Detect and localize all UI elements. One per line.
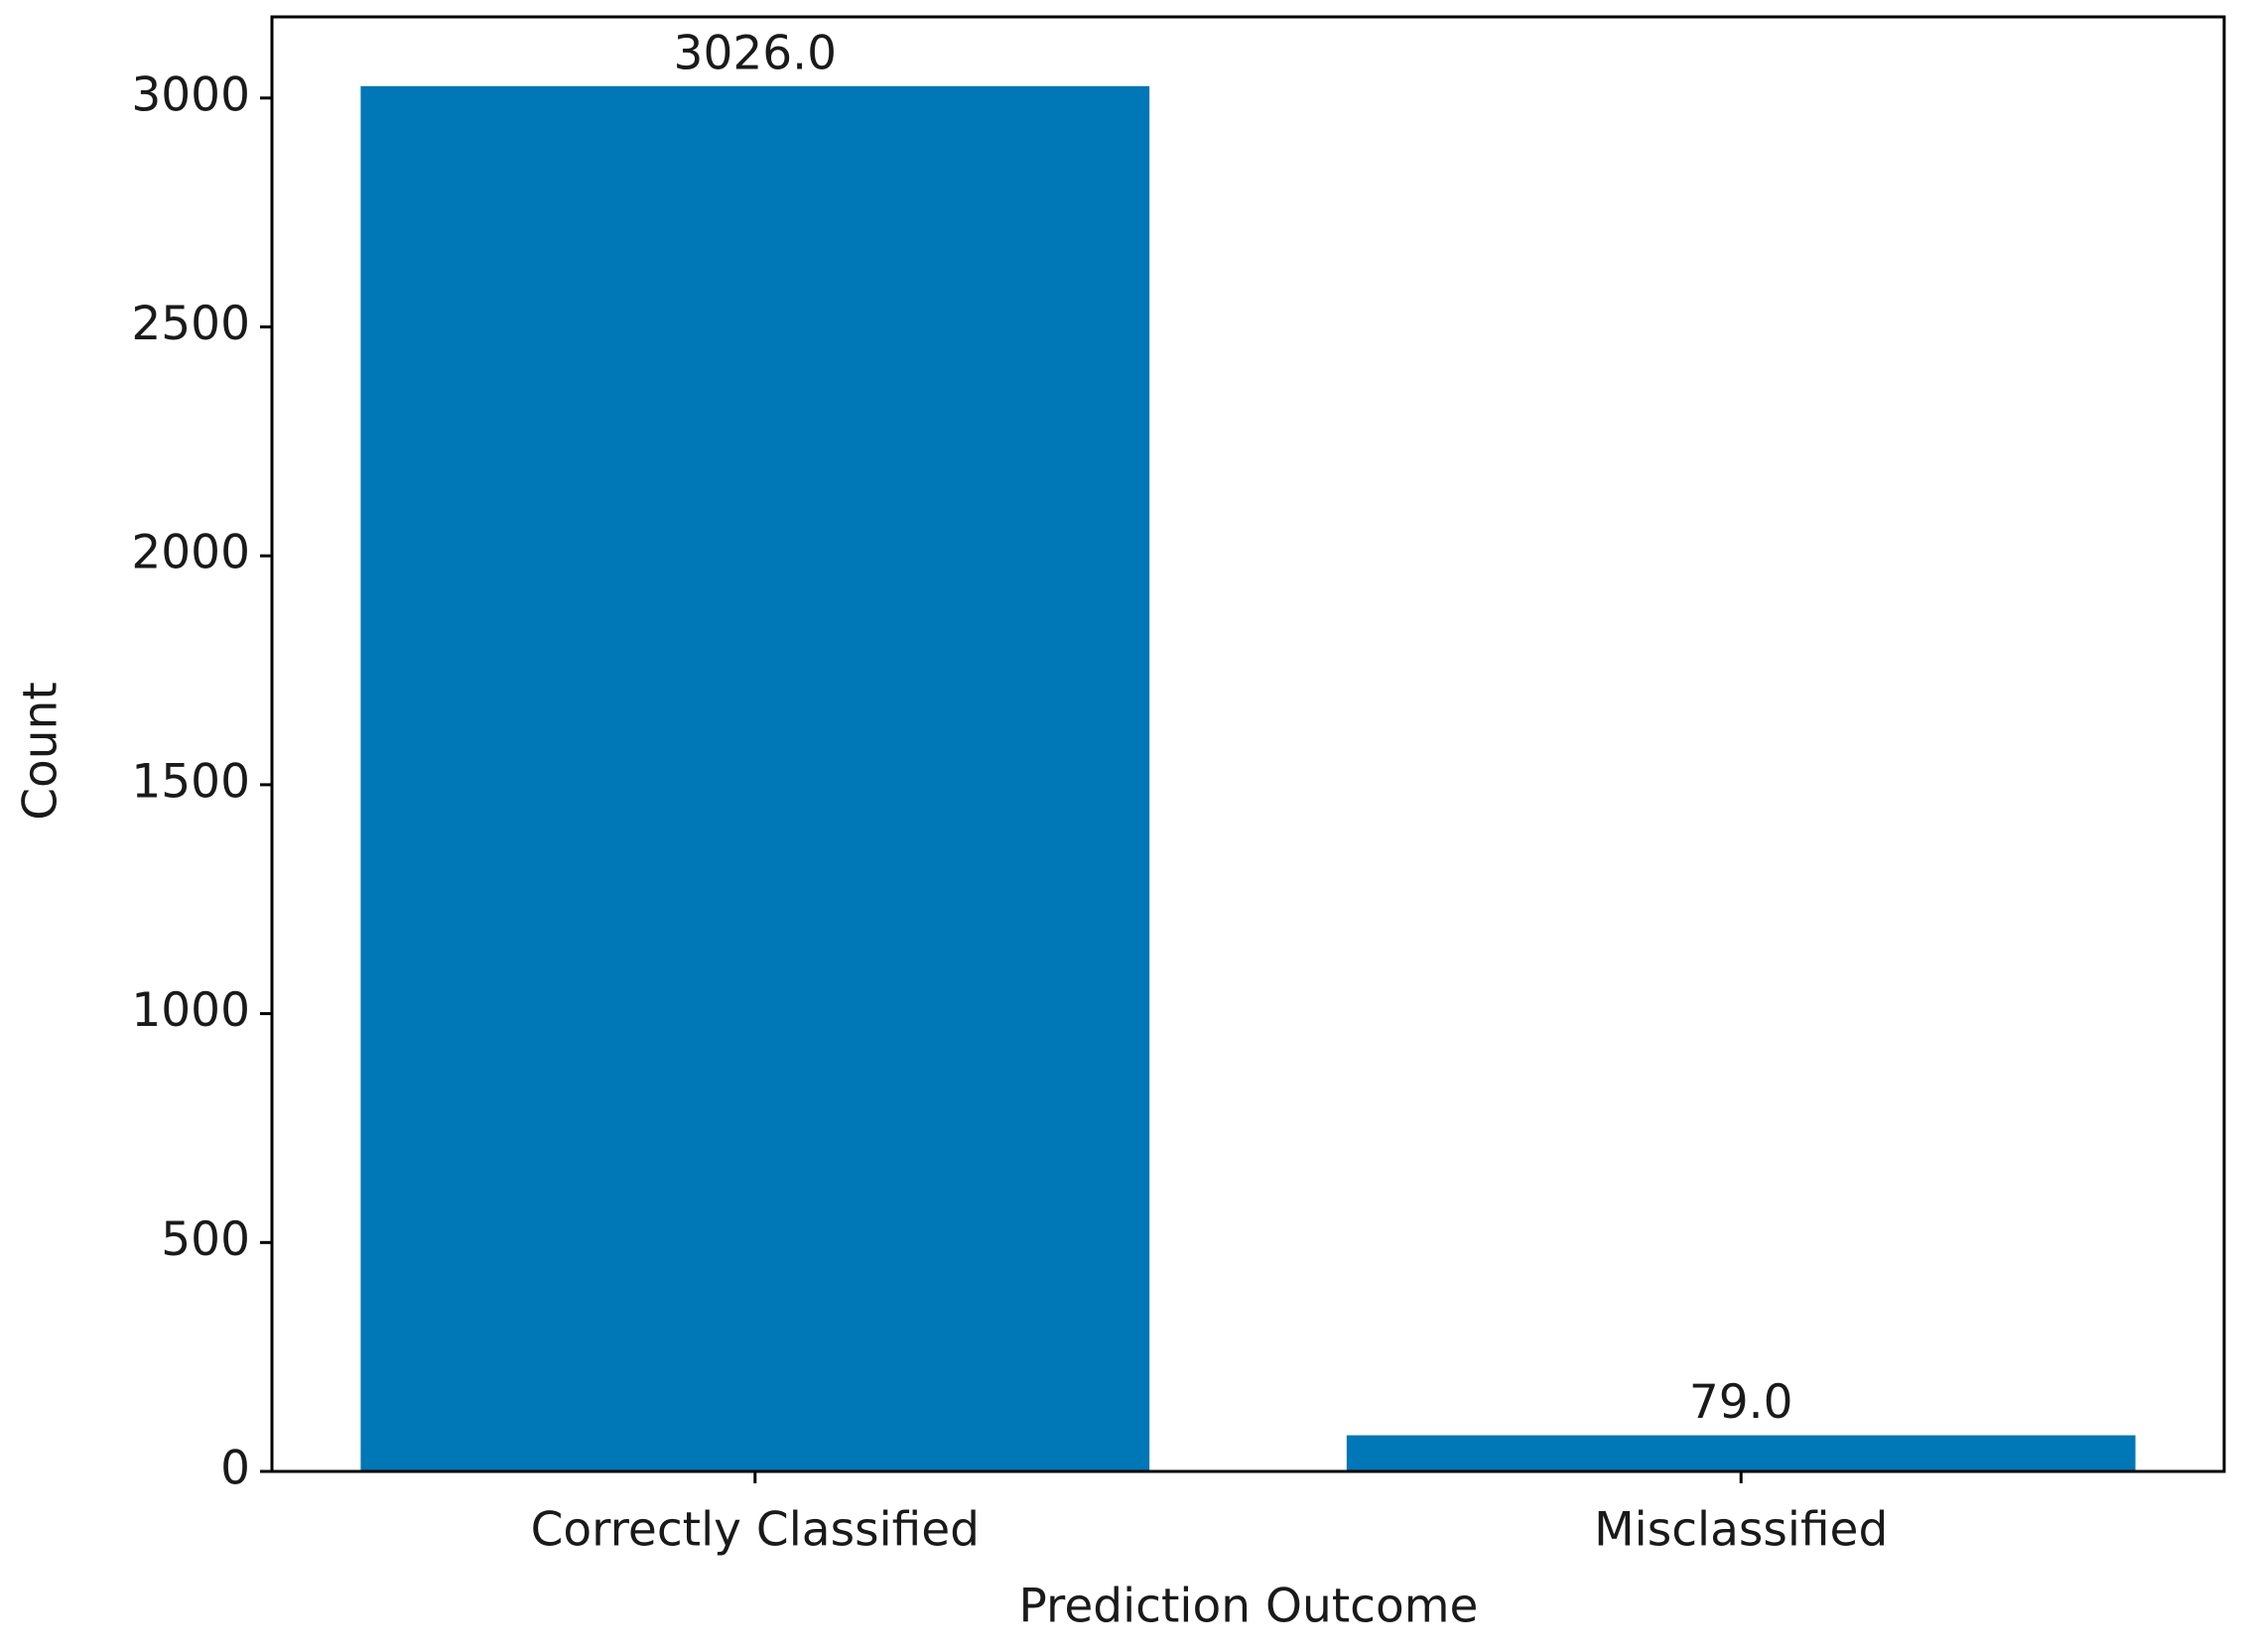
- bar: [360, 85, 1150, 1471]
- y-tick-label: 2000: [131, 526, 250, 580]
- x-tick-label: Misclassified: [1594, 1503, 1888, 1558]
- y-tick-label: 1000: [131, 983, 250, 1038]
- value-label: 79.0: [1689, 1375, 1793, 1430]
- y-tick-label: 2500: [131, 297, 250, 351]
- y-axis-label: Count: [14, 682, 68, 821]
- y-tick-label: 3000: [131, 67, 250, 122]
- x-tick-label: Correctly Classified: [531, 1503, 980, 1558]
- value-label: 3026.0: [674, 26, 837, 80]
- y-tick-label: 500: [161, 1212, 250, 1267]
- plot-frame: [270, 15, 2226, 1473]
- x-axis-label: Prediction Outcome: [1019, 1580, 1479, 1634]
- y-tick-label: 0: [220, 1442, 250, 1496]
- y-tick-label: 1500: [131, 754, 250, 809]
- bar: [1346, 1435, 2136, 1471]
